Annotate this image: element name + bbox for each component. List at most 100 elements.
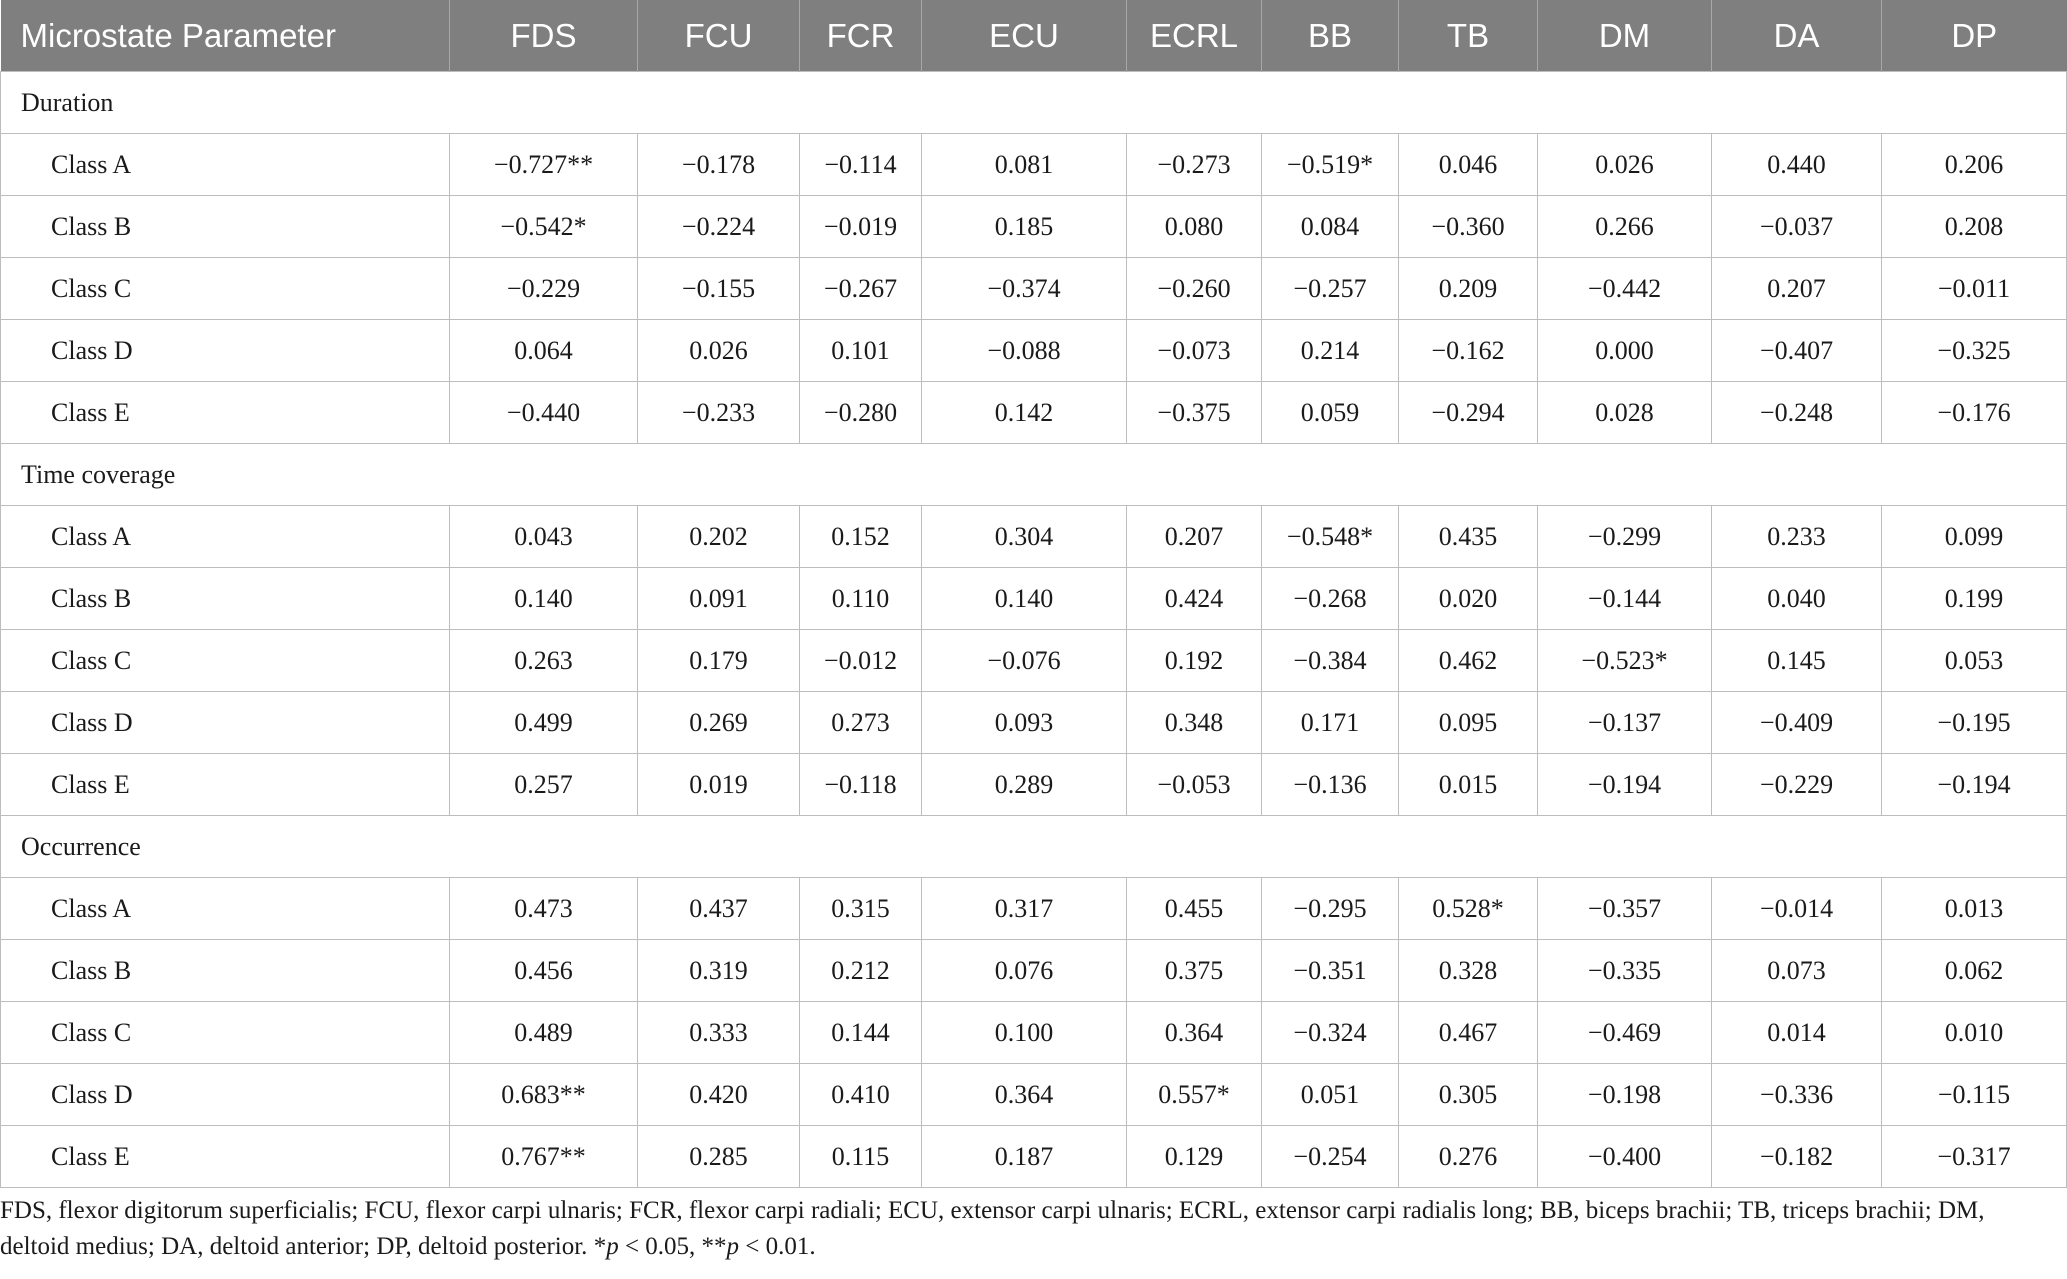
table-cell: 0.013 — [1881, 877, 2067, 940]
table-cell: 0.202 — [637, 505, 800, 568]
table-cell: 0.315 — [799, 877, 922, 940]
row-label: Class D — [0, 691, 450, 754]
table-cell: −0.335 — [1537, 939, 1712, 1002]
table-cell: −0.019 — [799, 195, 922, 258]
table-cell: 0.214 — [1261, 319, 1399, 382]
table-cell: 0.206 — [1881, 133, 2067, 196]
table-row: Class E 0.767** 0.285 0.115 0.187 0.129 −0.254… — [0, 1125, 2067, 1188]
table-cell: 0.084 — [1261, 195, 1399, 258]
table-cell: −0.233 — [637, 381, 800, 444]
table-cell: −0.727** — [449, 133, 638, 196]
table-cell: 0.028 — [1537, 381, 1712, 444]
table-cell: −0.162 — [1398, 319, 1538, 382]
table-cell: −0.144 — [1537, 567, 1712, 630]
table-cell: −0.407 — [1711, 319, 1882, 382]
column-header-dm: DM — [1537, 0, 1712, 72]
table-cell: 0.026 — [637, 319, 800, 382]
table-cell: 0.187 — [921, 1125, 1127, 1188]
table-cell: −0.088 — [921, 319, 1127, 382]
section-title: Duration — [0, 71, 2067, 134]
row-label: Class D — [0, 319, 450, 382]
table-row: Class E −0.440 −0.233 −0.280 0.142 −0.375 0.05… — [0, 381, 2067, 444]
table-cell: −0.182 — [1711, 1125, 1882, 1188]
table-cell: −0.294 — [1398, 381, 1538, 444]
table-cell: 0.364 — [921, 1063, 1127, 1126]
correlation-table: Microstate Parameter FDS FCU FCR ECU ECRL BB TB… — [0, 0, 2067, 1188]
row-label: Class B — [0, 939, 450, 1002]
table-cell: 0.145 — [1711, 629, 1882, 692]
table-cell: −0.053 — [1126, 753, 1262, 816]
table-cell: −0.317 — [1881, 1125, 2067, 1188]
table-row: Class B −0.542* −0.224 −0.019 0.185 0.080 0.08… — [0, 195, 2067, 258]
section-title: Occurrence — [0, 815, 2067, 878]
table-cell: −0.118 — [799, 753, 922, 816]
table-cell: 0.489 — [449, 1001, 638, 1064]
table-cell: 0.142 — [921, 381, 1127, 444]
table-cell: 0.266 — [1537, 195, 1712, 258]
table-cell: 0.046 — [1398, 133, 1538, 196]
table-cell: 0.207 — [1126, 505, 1262, 568]
table-row: Class B 0.140 0.091 0.110 0.140 0.424 −0.268 0.… — [0, 567, 2067, 630]
table-cell: −0.254 — [1261, 1125, 1399, 1188]
table-cell: 0.455 — [1126, 877, 1262, 940]
table-cell: 0.257 — [449, 753, 638, 816]
table-cell: 0.276 — [1398, 1125, 1538, 1188]
column-header-parameter: Microstate Parameter — [0, 0, 450, 72]
table-cell: 0.093 — [921, 691, 1127, 754]
table-cell: 0.207 — [1711, 257, 1882, 320]
column-header-dp: DP — [1881, 0, 2067, 72]
row-label: Class C — [0, 1001, 450, 1064]
table-cell: −0.229 — [449, 257, 638, 320]
table-cell: −0.357 — [1537, 877, 1712, 940]
table-cell: −0.195 — [1881, 691, 2067, 754]
table-cell: 0.064 — [449, 319, 638, 382]
table-cell: 0.467 — [1398, 1001, 1538, 1064]
table-cell: −0.442 — [1537, 257, 1712, 320]
table-cell: −0.073 — [1126, 319, 1262, 382]
table-cell: 0.528* — [1398, 877, 1538, 940]
table-header: Microstate Parameter FDS FCU FCR ECU ECRL BB TB… — [0, 0, 2067, 72]
table-cell: 0.073 — [1711, 939, 1882, 1002]
table-row: Class C 0.489 0.333 0.144 0.100 0.364 −0.324 0.… — [0, 1001, 2067, 1064]
table-cell: −0.012 — [799, 629, 922, 692]
table-cell: 0.140 — [921, 567, 1127, 630]
table-cell: −0.523* — [1537, 629, 1712, 692]
table-cell: 0.152 — [799, 505, 922, 568]
table-row: Class C −0.229 −0.155 −0.267 −0.374 −0.260 −0.… — [0, 257, 2067, 320]
column-header-ecu: ECU — [921, 0, 1127, 72]
row-label: Class B — [0, 567, 450, 630]
section-row: Time coverage — [0, 443, 2067, 506]
row-label: Class C — [0, 629, 450, 692]
footnote-sig2-var: p — [726, 1233, 740, 1260]
table-cell: −0.229 — [1711, 753, 1882, 816]
table-cell: −0.257 — [1261, 257, 1399, 320]
table-cell: 0.080 — [1126, 195, 1262, 258]
table-cell: −0.374 — [921, 257, 1127, 320]
table-cell: −0.194 — [1537, 753, 1712, 816]
table-cell: −0.176 — [1881, 381, 2067, 444]
table-cell: 0.208 — [1881, 195, 2067, 258]
column-header-fds: FDS — [449, 0, 638, 72]
table-cell: 0.171 — [1261, 691, 1399, 754]
table-cell: 0.144 — [799, 1001, 922, 1064]
table-cell: 0.110 — [799, 567, 922, 630]
table-cell: 0.115 — [799, 1125, 922, 1188]
table-cell: 0.317 — [921, 877, 1127, 940]
table-cell: −0.178 — [637, 133, 800, 196]
table-cell: 0.026 — [1537, 133, 1712, 196]
table-cell: 0.410 — [799, 1063, 922, 1126]
table-row: Class A −0.727** −0.178 −0.114 0.081 −0.273 −0… — [0, 133, 2067, 196]
table-cell: 0.263 — [449, 629, 638, 692]
table-cell: 0.364 — [1126, 1001, 1262, 1064]
row-label: Class B — [0, 195, 450, 258]
row-label: Class D — [0, 1063, 450, 1126]
table-cell: 0.424 — [1126, 567, 1262, 630]
table-cell: 0.289 — [921, 753, 1127, 816]
table-cell: 0.091 — [637, 567, 800, 630]
table-cell: −0.519* — [1261, 133, 1399, 196]
section-row: Duration — [0, 71, 2067, 134]
table-cell: 0.437 — [637, 877, 800, 940]
column-header-fcu: FCU — [637, 0, 800, 72]
column-header-da: DA — [1711, 0, 1882, 72]
table-cell: 0.269 — [637, 691, 800, 754]
